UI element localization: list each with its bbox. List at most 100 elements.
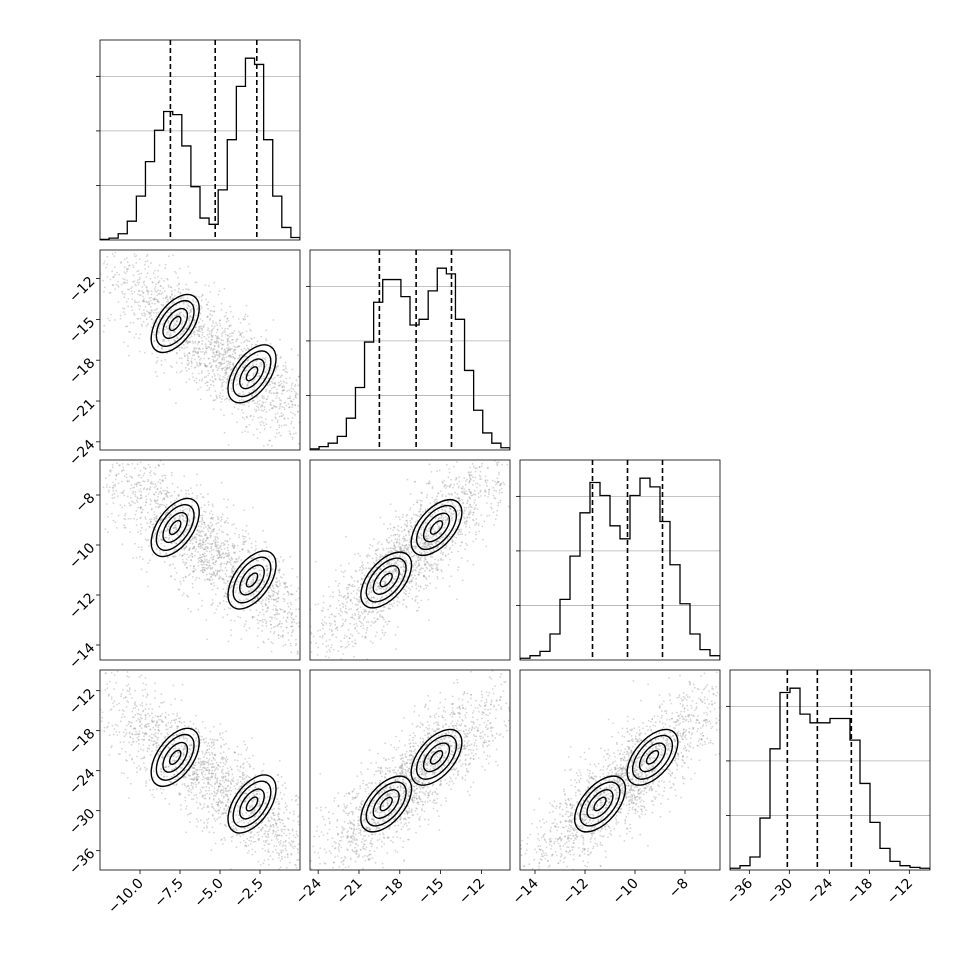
scatter-point bbox=[174, 504, 176, 507]
scatter-point bbox=[222, 577, 225, 580]
scatter-point bbox=[389, 523, 392, 526]
scatter-point bbox=[144, 516, 147, 518]
scatter-point bbox=[87, 476, 89, 478]
scatter-point bbox=[242, 318, 245, 321]
scatter-point bbox=[212, 352, 215, 354]
scatter-point bbox=[369, 543, 371, 546]
scatter-point bbox=[454, 491, 457, 494]
scatter-point bbox=[210, 338, 213, 341]
scatter-point bbox=[221, 358, 224, 361]
scatter-point bbox=[357, 586, 360, 589]
scatter-point bbox=[212, 548, 215, 551]
scatter-point bbox=[188, 316, 191, 319]
scatter-point bbox=[198, 592, 200, 595]
scatter-point bbox=[196, 495, 199, 497]
scatter-point bbox=[311, 573, 313, 575]
scatter-point bbox=[206, 315, 209, 318]
scatter-point bbox=[431, 556, 434, 558]
scatter-point bbox=[387, 542, 390, 544]
scatter-point bbox=[171, 538, 174, 541]
scatter-point bbox=[156, 294, 158, 297]
scatter-point bbox=[166, 278, 169, 281]
scatter-point bbox=[454, 528, 457, 531]
scatter-point bbox=[210, 582, 213, 585]
scatter-point bbox=[399, 546, 402, 548]
scatter-point bbox=[405, 549, 408, 551]
scatter-point bbox=[240, 587, 243, 589]
scatter-point bbox=[403, 592, 406, 594]
scatter-point bbox=[457, 566, 460, 569]
scatter-point bbox=[133, 291, 136, 293]
scatter-point bbox=[150, 293, 153, 296]
scatter-point bbox=[184, 496, 187, 499]
scatter-point bbox=[322, 444, 324, 446]
scatter-point bbox=[154, 276, 157, 279]
scatter-point bbox=[475, 533, 477, 536]
scatter-point bbox=[469, 491, 472, 493]
scatter-point bbox=[261, 608, 264, 611]
scatter-point bbox=[218, 356, 221, 358]
scatter-point bbox=[182, 519, 185, 522]
scatter-point bbox=[290, 422, 292, 425]
scatter-point bbox=[248, 374, 250, 377]
scatter-point bbox=[194, 550, 197, 553]
scatter-point bbox=[424, 558, 427, 561]
scatter-point bbox=[372, 622, 375, 624]
scatter-point bbox=[160, 487, 162, 489]
scatter-point bbox=[241, 604, 244, 607]
scatter-point bbox=[499, 484, 501, 487]
scatter-point bbox=[199, 542, 202, 545]
scatter-point bbox=[356, 630, 358, 632]
scatter-point bbox=[403, 523, 406, 526]
scatter-point bbox=[517, 451, 519, 453]
scatter-point bbox=[245, 629, 248, 632]
scatter-point bbox=[498, 491, 501, 494]
scatter-point bbox=[344, 594, 346, 597]
scatter-point bbox=[248, 572, 251, 575]
scatter-point bbox=[123, 526, 126, 529]
scatter-point bbox=[202, 571, 205, 574]
scatter-point bbox=[145, 285, 148, 288]
scatter-point bbox=[496, 477, 499, 480]
scatter-point bbox=[394, 570, 397, 573]
scatter-point bbox=[472, 511, 475, 514]
scatter-point bbox=[235, 403, 238, 405]
scatter-point bbox=[207, 493, 209, 496]
scatter-point bbox=[238, 345, 240, 347]
scatter-point bbox=[225, 370, 227, 372]
scatter-point bbox=[132, 490, 135, 493]
scatter-point bbox=[236, 560, 239, 563]
scatter-point bbox=[274, 381, 276, 384]
scatter-point bbox=[290, 625, 293, 628]
scatter-point bbox=[236, 421, 239, 424]
scatter-point bbox=[250, 329, 252, 332]
scatter-point bbox=[274, 436, 277, 438]
scatter-point bbox=[392, 553, 394, 556]
scatter-point bbox=[207, 561, 209, 563]
scatter-point bbox=[347, 586, 350, 589]
scatter-point bbox=[216, 536, 218, 538]
scatter-point bbox=[235, 379, 238, 382]
scatter-point bbox=[193, 535, 196, 538]
scatter-point bbox=[207, 504, 210, 506]
scatter-point bbox=[292, 426, 295, 429]
scatter-point bbox=[446, 537, 449, 540]
scatter-point bbox=[450, 500, 453, 503]
scatter-point bbox=[108, 474, 111, 477]
scatter-point bbox=[300, 603, 302, 605]
scatter-point bbox=[18, 391, 20, 393]
scatter-point bbox=[473, 501, 476, 504]
scatter-point bbox=[284, 361, 287, 364]
scatter-point bbox=[468, 476, 471, 479]
scatter-point bbox=[150, 326, 153, 329]
scatter-point bbox=[445, 506, 448, 509]
scatter-point bbox=[232, 362, 235, 365]
scatter-point bbox=[432, 535, 434, 538]
scatter-point bbox=[382, 616, 385, 619]
scatter-point bbox=[438, 541, 441, 543]
scatter-point bbox=[202, 496, 205, 499]
scatter-point bbox=[310, 651, 313, 653]
scatter-point bbox=[474, 506, 477, 509]
scatter-point bbox=[468, 526, 471, 529]
